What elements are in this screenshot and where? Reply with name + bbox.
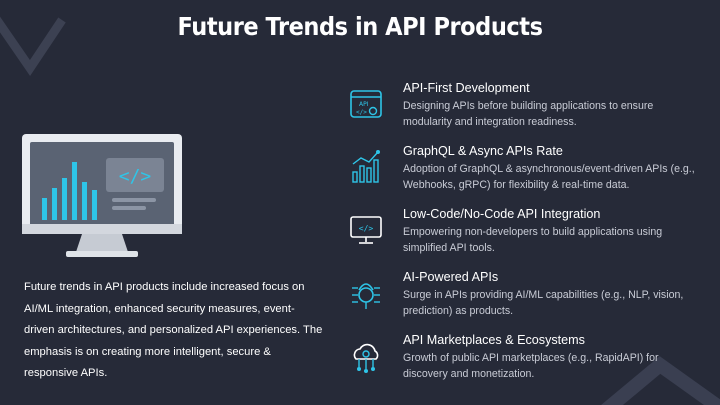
trend-title: Low-Code/No-Code API Integration <box>403 207 601 221</box>
trend-title: GraphQL & Async APIs Rate <box>403 144 563 158</box>
trend-item: API Marketplaces & Ecosystems Growth of … <box>347 333 707 393</box>
ai-chip-icon <box>352 283 380 309</box>
summary-text: Future trends in API products include in… <box>24 281 323 379</box>
trend-description: Surge in APIs providing AI/ML capabiliti… <box>403 289 684 317</box>
svg-text:</>: </> <box>356 109 367 116</box>
trend-title: API Marketplaces & Ecosystems <box>403 333 585 347</box>
trend-description: Designing APIs before building applicati… <box>403 100 654 128</box>
trend-description: Growth of public API marketplaces (e.g.,… <box>403 352 659 380</box>
svg-text:API: API <box>359 101 369 108</box>
trend-item: </> Low-Code/No-Code API Integration Emp… <box>347 207 707 267</box>
trend-item: AI-Powered APIs Surge in APIs providing … <box>347 270 707 330</box>
monitor-illustration: </> <box>22 134 182 264</box>
trend-item: API </> API-First Development Designing … <box>347 81 707 141</box>
decorative-chevron-top-left <box>0 16 66 77</box>
api-settings-icon: API </> <box>350 90 382 118</box>
slide-title: Future Trends in API Products <box>177 12 543 41</box>
trend-item: GraphQL & Async APIs Rate Adoption of Gr… <box>347 144 707 204</box>
decorative-chevron-bottom-right <box>601 356 720 405</box>
growth-chart-icon <box>352 150 380 183</box>
trend-description: Adoption of GraphQL & asynchronous/event… <box>403 163 695 191</box>
cloud-network-icon <box>353 343 379 373</box>
svg-text:</>: </> <box>359 224 374 233</box>
trend-title: AI-Powered APIs <box>403 270 499 284</box>
code-monitor-icon: </> <box>350 216 382 244</box>
svg-text:</>: </> <box>119 166 152 187</box>
trend-description: Empowering non-developers to build appli… <box>403 226 663 254</box>
trend-title: API-First Development <box>403 81 530 95</box>
